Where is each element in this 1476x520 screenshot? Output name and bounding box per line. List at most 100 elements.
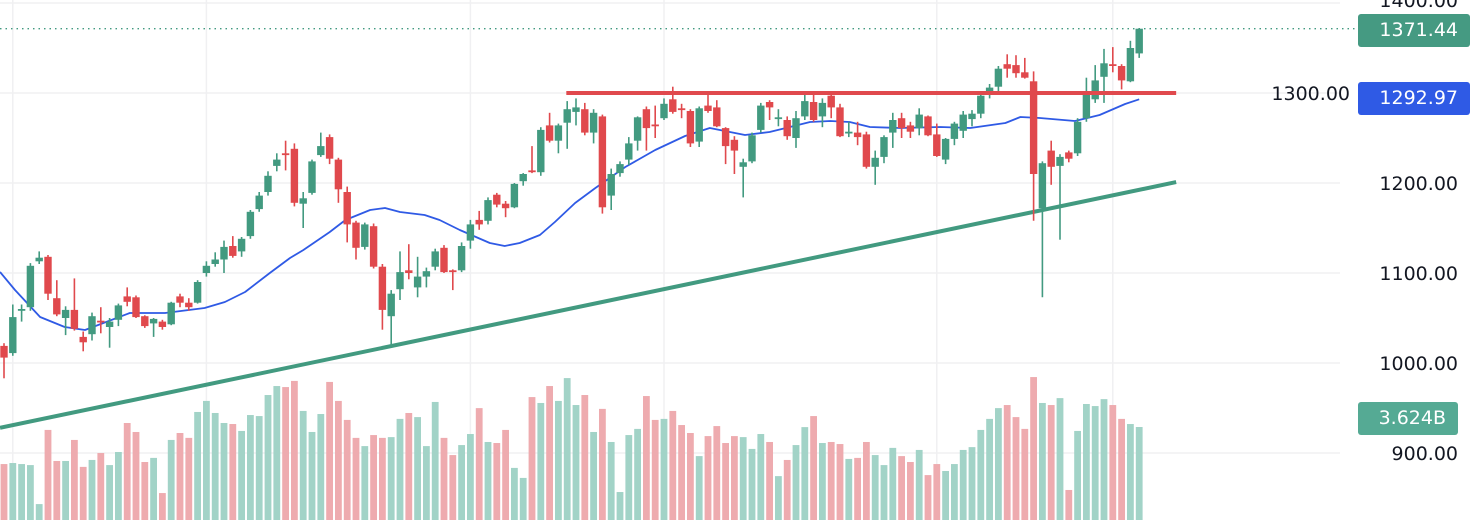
candle-body — [308, 161, 316, 193]
candle-up — [757, 102, 765, 133]
volume-bar — [871, 455, 879, 520]
volume-bar — [150, 457, 157, 520]
candle-down — [493, 192, 501, 208]
candle-up — [607, 168, 615, 210]
candle-body — [211, 259, 219, 264]
candle-body — [141, 316, 149, 327]
volume-bar — [35, 504, 43, 520]
price-tick-label: 1000.00 — [1379, 353, 1458, 375]
candle-body — [1003, 64, 1011, 69]
candle-body — [563, 109, 571, 123]
candle-body — [1117, 66, 1126, 81]
candle-body — [906, 125, 915, 132]
volume-bar — [1118, 418, 1125, 520]
volume-bar — [819, 443, 826, 520]
volume-bar — [880, 465, 888, 520]
candle-body — [660, 103, 668, 119]
volume-bar — [458, 445, 465, 520]
candle-body — [633, 117, 642, 141]
candle-up — [818, 98, 827, 128]
candle-down — [501, 201, 510, 218]
volume-bar — [396, 418, 404, 520]
candle-body — [132, 297, 140, 318]
candle-body — [325, 137, 334, 159]
candle-down — [1012, 55, 1020, 78]
candle-up — [246, 210, 255, 239]
candle-body — [299, 198, 307, 204]
candle-body — [229, 246, 237, 256]
volume-bar — [563, 378, 571, 520]
volume-bar — [590, 431, 597, 520]
price-axis[interactable]: 1400.00 1300.00 1200.00 1100.00 1000.00 900.0… — [1271, 0, 1458, 465]
candle-up — [871, 150, 879, 185]
volume-bar — [634, 428, 641, 520]
volume-bar — [1109, 405, 1117, 520]
volume-bar — [1047, 405, 1055, 520]
candle-body — [457, 246, 466, 271]
candle-up — [994, 66, 1003, 93]
candle-down — [1117, 64, 1126, 90]
candle-body — [369, 226, 378, 267]
volume-bar — [695, 456, 703, 520]
volume-bar — [282, 387, 289, 520]
volume-bar — [1100, 399, 1108, 520]
volume-bar — [959, 449, 967, 520]
volume-bar — [502, 429, 509, 520]
candle-body — [352, 222, 360, 248]
volume-bar — [132, 431, 140, 520]
candles — [0, 28, 1143, 379]
candle-body — [396, 272, 404, 290]
candle-body — [669, 99, 677, 112]
candle-up — [880, 135, 888, 164]
candle-body — [950, 123, 959, 139]
candle-body — [677, 108, 686, 111]
candle-up — [537, 127, 545, 176]
volume-bar — [572, 405, 580, 520]
candle-up — [1056, 154, 1064, 240]
volume-bar — [599, 408, 606, 520]
volume-bar — [898, 456, 905, 520]
volume-bar — [9, 463, 17, 520]
candle-down — [44, 255, 52, 300]
candle-down — [70, 278, 79, 331]
volume-bars — [0, 377, 1143, 520]
candle-body — [1091, 80, 1099, 100]
candle-down — [369, 223, 378, 269]
candle-up — [1082, 77, 1091, 122]
volume-bar — [660, 418, 668, 520]
volume-bar — [159, 493, 166, 520]
volume-bar — [968, 447, 976, 520]
candle-down — [598, 114, 607, 214]
volume-bar — [431, 401, 439, 520]
candle-body — [79, 336, 87, 343]
candle-down — [123, 287, 131, 307]
candle-body — [449, 270, 457, 273]
candle-up — [457, 242, 466, 273]
volume-bar — [748, 448, 756, 520]
candle-body — [413, 276, 422, 288]
candle-down — [836, 103, 844, 138]
volume-bar — [123, 422, 131, 520]
candle-down — [730, 136, 739, 174]
support-trendline-layer[interactable] — [0, 180, 1177, 430]
candle-down — [906, 121, 915, 138]
candle-down — [132, 295, 140, 318]
candle-body — [827, 95, 835, 108]
candle-down — [853, 121, 862, 146]
candle-up — [660, 98, 668, 120]
candle-body — [158, 321, 167, 327]
candle-down — [783, 116, 791, 140]
candle-up — [308, 159, 316, 195]
candle-down — [651, 105, 659, 138]
candle-body — [1021, 72, 1029, 78]
volume-bar — [1056, 398, 1064, 520]
volume-bar — [889, 447, 897, 520]
volume-bar — [352, 437, 360, 520]
candle-up — [915, 108, 923, 136]
candle-body — [431, 251, 439, 267]
price-tick-label: 1200.00 — [1379, 173, 1458, 195]
candle-up — [633, 116, 642, 151]
candle-down — [933, 123, 941, 157]
price-tick-label: 1100.00 — [1379, 263, 1458, 285]
